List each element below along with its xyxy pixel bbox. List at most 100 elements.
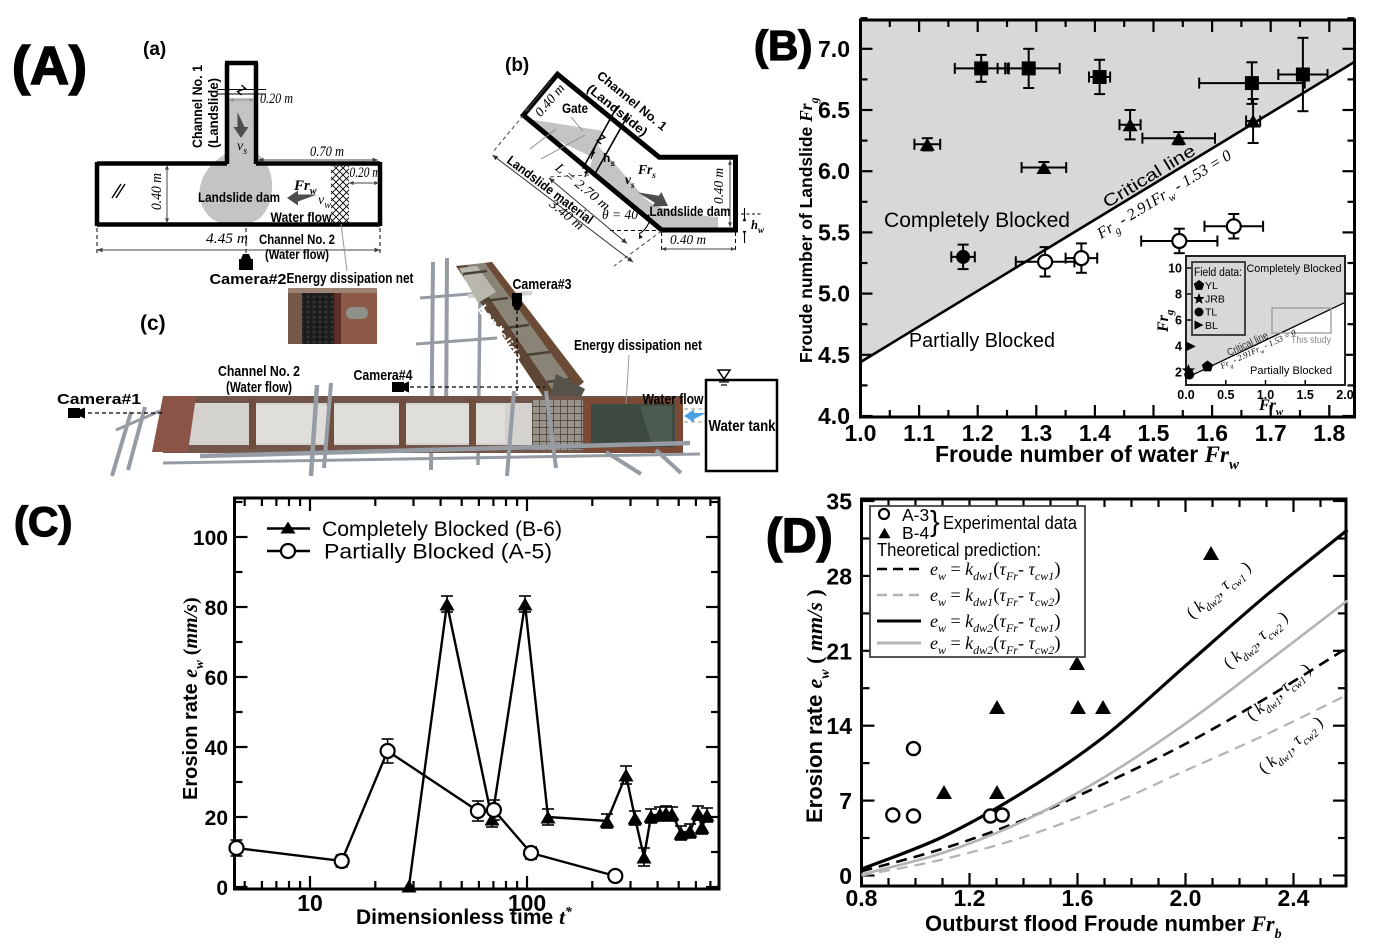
svg-text:Water tank: Water tank: [709, 418, 776, 435]
svg-text:21: 21: [826, 638, 852, 664]
svg-text:TL: TL: [1205, 307, 1217, 319]
svg-text:}: }: [930, 506, 940, 538]
svg-text:vs: vs: [625, 172, 635, 190]
svg-text:1.2: 1.2: [962, 420, 994, 446]
svg-text:Field data:: Field data:: [1194, 267, 1242, 279]
svg-text:4.45 m: 4.45 m: [206, 231, 248, 247]
svg-text:Theoretical prediction:: Theoretical prediction:: [877, 539, 1041, 560]
svg-text:Energy dissipation net: Energy dissipation net: [574, 337, 702, 354]
svg-text:1.5: 1.5: [1138, 420, 1170, 446]
svg-text:Channel No. 2: Channel No. 2: [259, 231, 335, 247]
svg-text:Landslide dam: Landslide dam: [650, 204, 731, 219]
svg-text:Dimensionless time t*: Dimensionless time t*: [356, 905, 573, 929]
svg-text:JRB: JRB: [1205, 294, 1225, 306]
svg-text:ew = kdw1(τFr- τcw1): ew = kdw1(τFr- τcw1): [930, 559, 1061, 583]
svg-text:This study: This study: [1291, 334, 1332, 346]
svg-text:Frg: Frg: [1155, 309, 1176, 333]
svg-text:0: 0: [216, 877, 228, 900]
svg-text:1.6: 1.6: [1196, 420, 1228, 446]
svg-text:(Water flow): (Water flow): [265, 246, 329, 262]
svg-text:Camera#1: Camera#1: [57, 391, 141, 408]
svg-text:Completely Blocked: Completely Blocked: [1247, 263, 1342, 275]
svg-text:6: 6: [1175, 314, 1182, 328]
svg-text:hs: hs: [603, 151, 615, 168]
svg-text:ew = kdw2(τFr- τcw2): ew = kdw2(τFr- τcw2): [930, 633, 1061, 657]
svg-text:28: 28: [826, 563, 852, 589]
svg-text:Camera#3: Camera#3: [513, 276, 572, 293]
svg-text:Experimental data: Experimental data: [943, 513, 1078, 533]
svg-text:Camera#4: Camera#4: [354, 367, 414, 384]
svg-text:0.20 m: 0.20 m: [350, 165, 381, 181]
svg-text:1.6: 1.6: [1062, 885, 1094, 911]
svg-text:(B): (B): [754, 22, 812, 69]
svg-text:Partially Blocked (A-5): Partially Blocked (A-5): [324, 541, 552, 564]
svg-text:Energy dissipation net: Energy dissipation net: [287, 270, 414, 287]
svg-text:θ = 40°: θ = 40°: [602, 207, 644, 222]
svg-text:20: 20: [205, 807, 228, 830]
svg-text:0.8: 0.8: [846, 885, 878, 911]
svg-text:1.0: 1.0: [1257, 388, 1274, 402]
svg-text:(c): (c): [140, 312, 166, 335]
svg-text:Landslide dam: Landslide dam: [198, 189, 280, 205]
svg-text:1.2: 1.2: [954, 885, 986, 911]
svg-text:6.0: 6.0: [818, 158, 850, 184]
svg-text:YL: YL: [1205, 280, 1218, 292]
svg-text:1.7: 1.7: [1255, 420, 1287, 446]
svg-text:2.0: 2.0: [1170, 885, 1202, 911]
svg-text:(D): (D): [766, 510, 833, 563]
svg-text:Channel No. 1: Channel No. 1: [190, 65, 205, 148]
svg-text:5.0: 5.0: [818, 281, 850, 307]
svg-text:Camera#2: Camera#2: [210, 271, 287, 288]
svg-text:Water flow: Water flow: [643, 391, 704, 408]
svg-text:1.3: 1.3: [1020, 420, 1052, 446]
svg-text:Partially Blocked: Partially Blocked: [909, 330, 1055, 352]
svg-text:4.5: 4.5: [818, 342, 850, 368]
svg-text:10: 10: [1168, 262, 1182, 276]
svg-text:2: 2: [1175, 366, 1182, 380]
svg-text:100: 100: [193, 527, 228, 550]
svg-text:35: 35: [826, 489, 852, 515]
svg-text:2.0: 2.0: [1336, 388, 1353, 402]
svg-text:14: 14: [826, 713, 852, 739]
svg-text:0: 0: [839, 863, 852, 889]
svg-text:Erosion rate ew ( mm/s ): Erosion rate ew ( mm/s ): [802, 589, 833, 823]
svg-text:8: 8: [1175, 288, 1182, 302]
svg-text:1.5: 1.5: [1297, 388, 1314, 402]
svg-text:B-4: B-4: [902, 523, 930, 543]
svg-text:6.5: 6.5: [818, 97, 850, 123]
svg-text:10: 10: [297, 890, 323, 916]
svg-text:Frw: Frw: [1258, 397, 1284, 418]
svg-text:(Water flow): (Water flow): [226, 379, 292, 396]
svg-text:hw: hw: [751, 218, 765, 235]
svg-text:5.5: 5.5: [818, 219, 850, 245]
svg-text:1.4: 1.4: [1079, 420, 1111, 446]
svg-text:1.8: 1.8: [1313, 420, 1345, 446]
svg-text:Erosion rate ew (mm/s): Erosion rate ew (mm/s): [180, 597, 206, 800]
svg-text:vs: vs: [237, 139, 247, 157]
svg-text:(b): (b): [505, 55, 529, 76]
svg-text:100: 100: [508, 890, 546, 916]
svg-text:1.1: 1.1: [903, 420, 935, 446]
svg-text:Frs: Frs: [637, 162, 656, 180]
svg-text:vw: vw: [318, 193, 331, 211]
svg-text:Froude number of water Frw: Froude number of water Frw: [935, 441, 1240, 473]
svg-text:7.0: 7.0: [818, 36, 850, 62]
svg-text:A-3: A-3: [902, 505, 929, 525]
svg-text:ew = kdw2(τFr- τcw1): ew = kdw2(τFr- τcw1): [930, 611, 1061, 635]
svg-text:Froude number of Landslide Fr: Froude number of Landslide Frg: [796, 97, 821, 363]
svg-text:7: 7: [839, 788, 852, 814]
svg-text:2.4: 2.4: [1278, 885, 1310, 911]
svg-text:Frw: Frw: [293, 178, 317, 197]
svg-text:60: 60: [205, 667, 228, 690]
svg-text:0.0: 0.0: [1177, 388, 1194, 402]
svg-text:1.0: 1.0: [845, 420, 877, 446]
svg-text:0.40 m: 0.40 m: [711, 168, 726, 204]
svg-text:4.0: 4.0: [818, 403, 850, 429]
svg-text:Completely Blocked: Completely Blocked: [884, 209, 1070, 232]
svg-text:0.20 m: 0.20 m: [260, 91, 293, 107]
svg-text:(A): (A): [12, 36, 87, 96]
svg-text:80: 80: [205, 597, 228, 620]
svg-text:(a): (a): [143, 39, 166, 60]
svg-text:40: 40: [205, 737, 228, 760]
svg-text:Completely Blocked (B-6): Completely Blocked (B-6): [322, 518, 562, 541]
